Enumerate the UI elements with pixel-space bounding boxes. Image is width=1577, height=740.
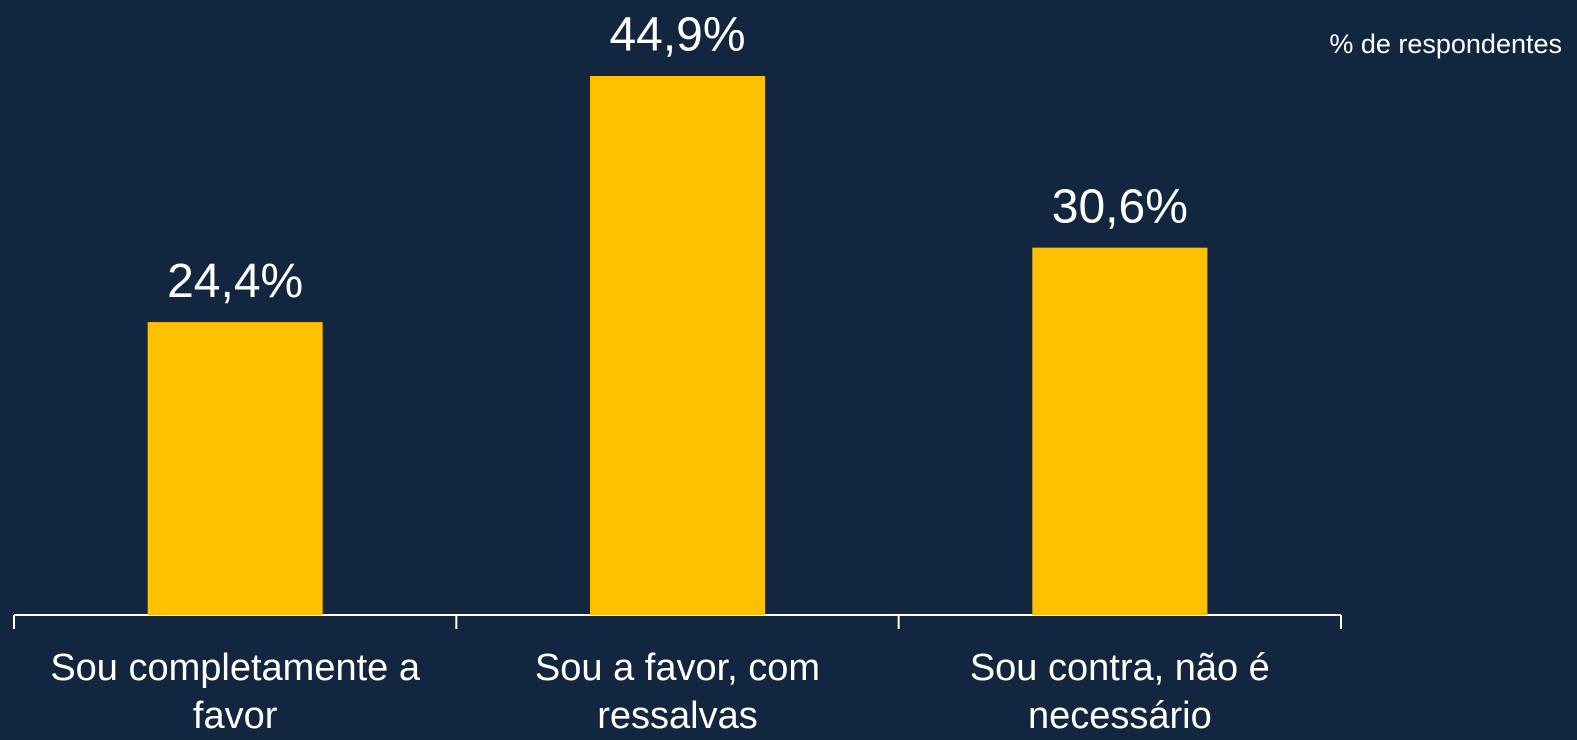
bar bbox=[1032, 247, 1208, 615]
bar bbox=[147, 322, 323, 615]
x-tick-label: Sou contra, não é necessário bbox=[969, 647, 1270, 737]
bar bbox=[590, 76, 765, 615]
annotation: % de respondentes bbox=[1329, 29, 1562, 59]
x-tick-label: Sou a favor, com ressalvas bbox=[534, 647, 821, 737]
value-label: 30,6% bbox=[1052, 180, 1188, 233]
x-tick-label: Sou completamente a favor bbox=[50, 647, 420, 737]
value-label: 44,9% bbox=[609, 9, 745, 62]
value-label: 24,4% bbox=[167, 255, 303, 308]
